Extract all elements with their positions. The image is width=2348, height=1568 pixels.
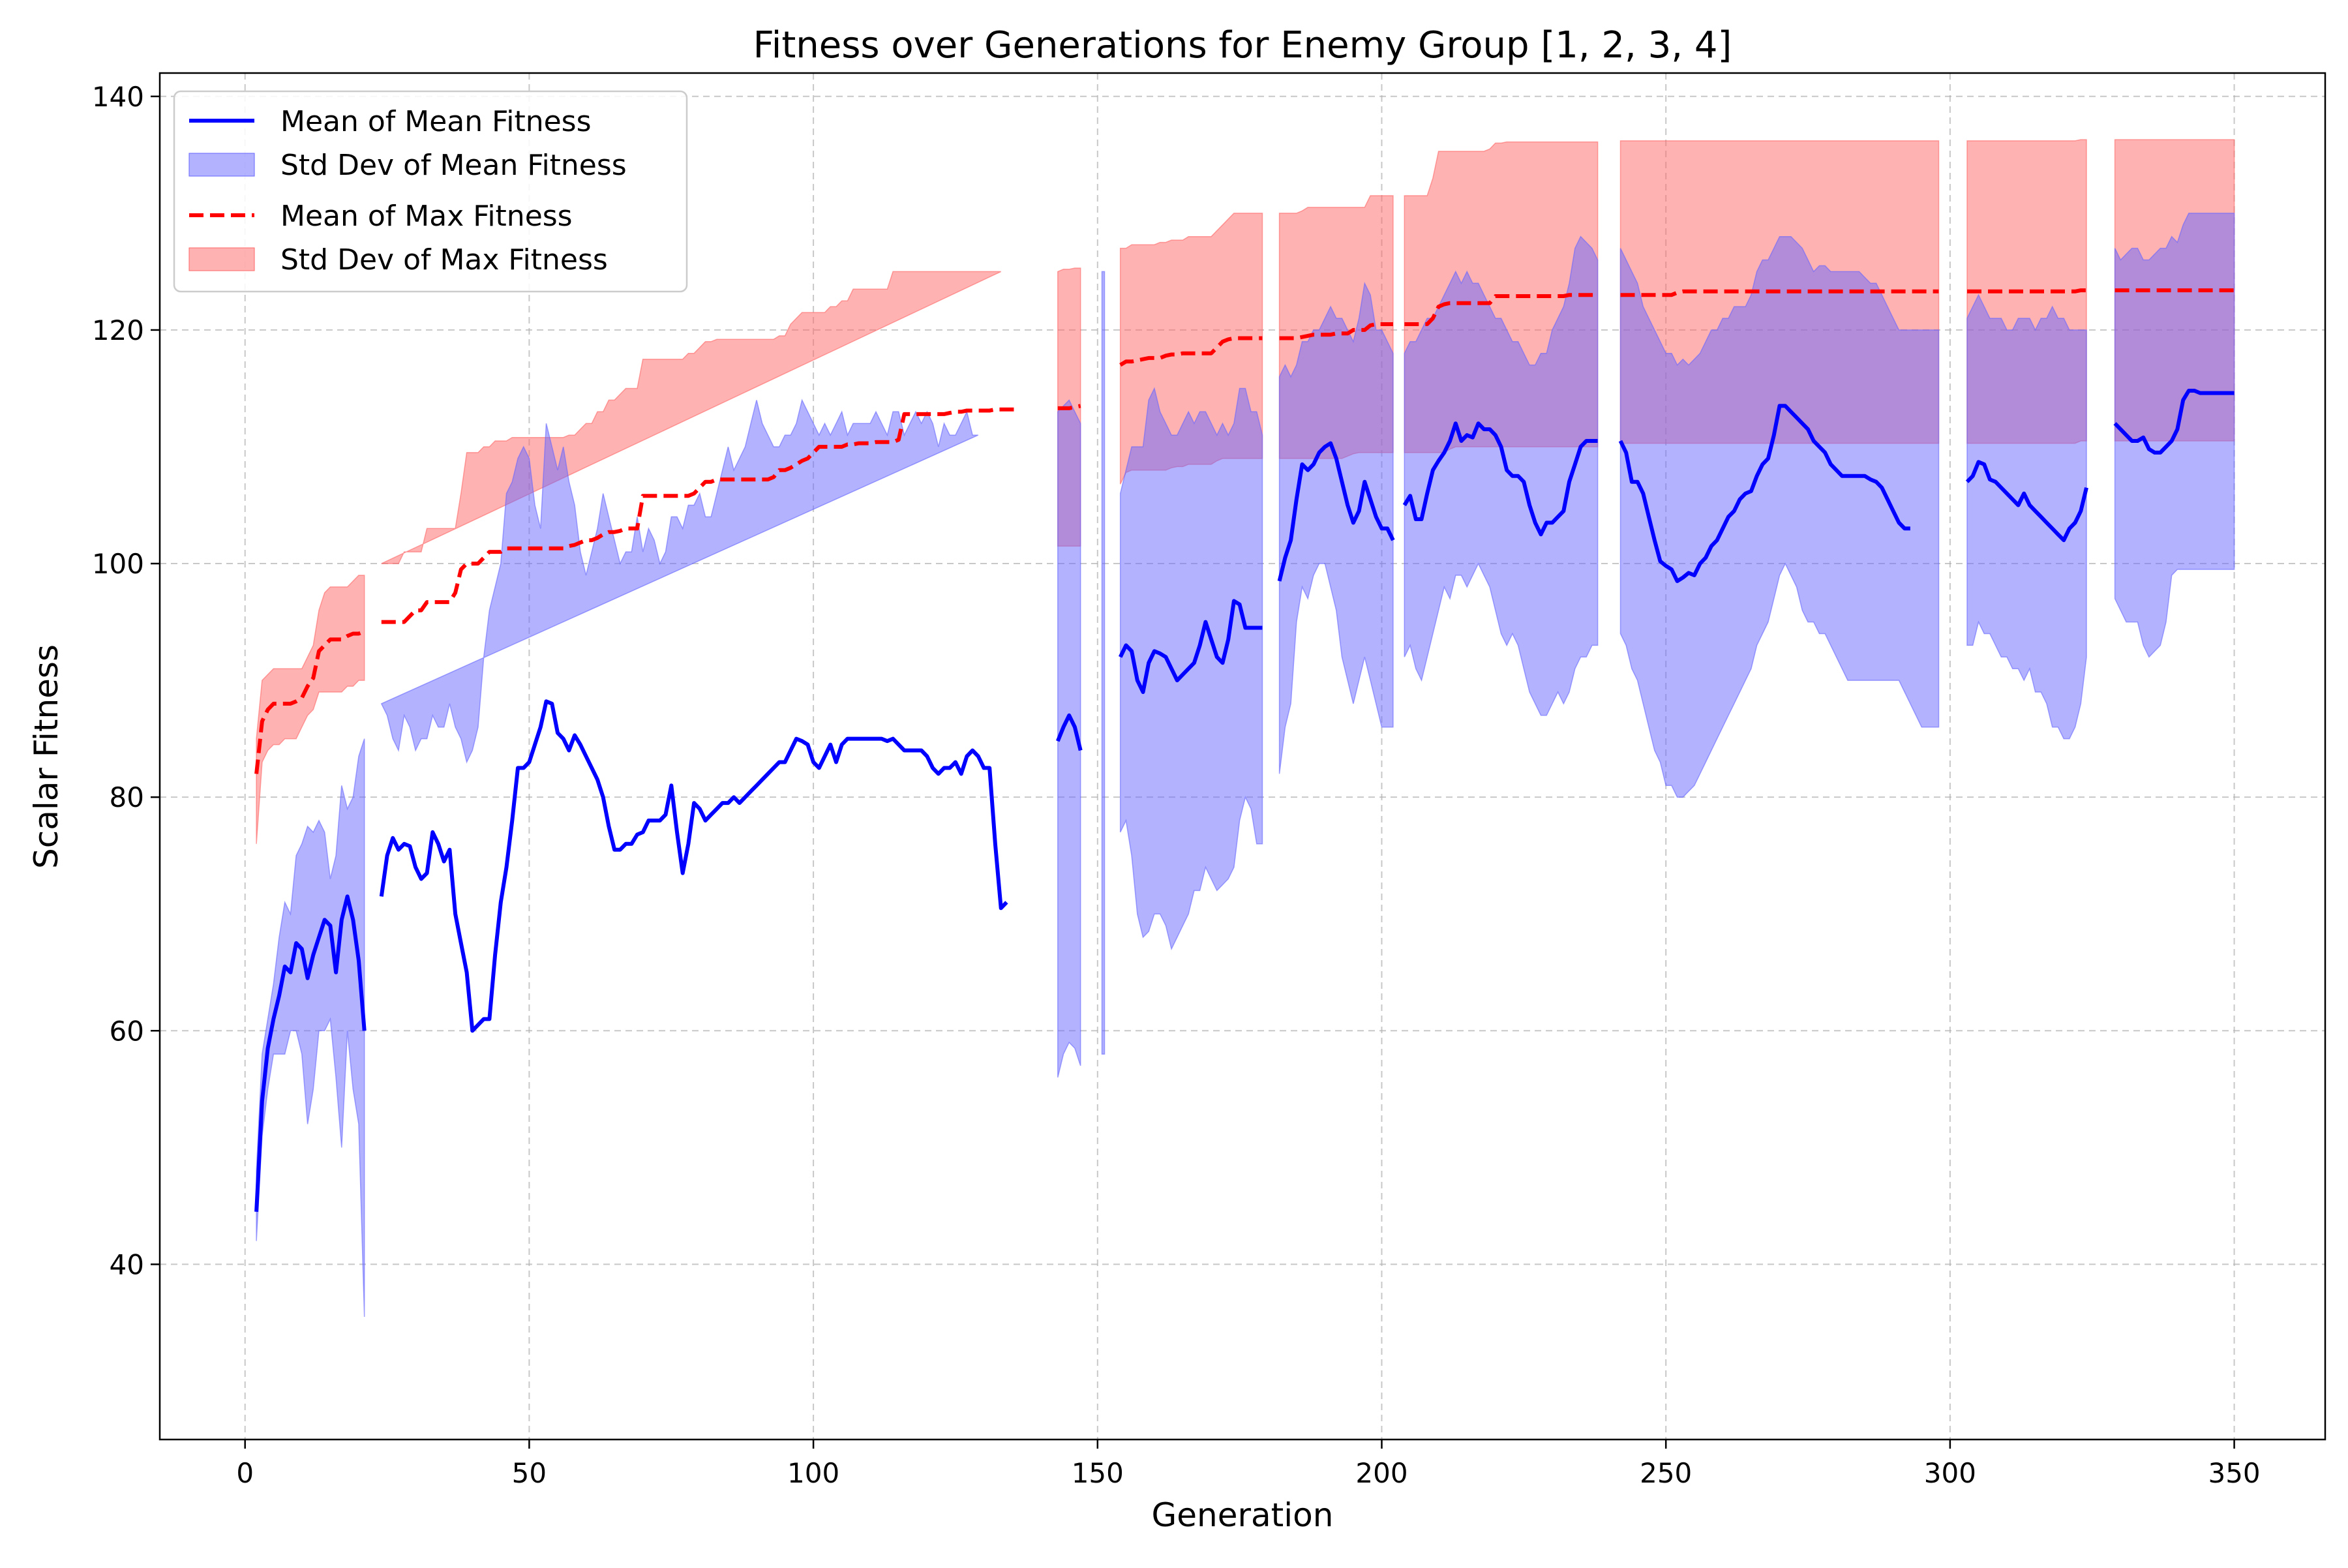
bands bbox=[256, 139, 2235, 1318]
mean-mean-line bbox=[379, 699, 1008, 1033]
std-mean-band bbox=[1119, 387, 1263, 951]
std-max-band bbox=[256, 575, 365, 844]
x-tick-label: 0 bbox=[236, 1457, 254, 1489]
x-tick-label: 350 bbox=[2208, 1457, 2260, 1489]
y-tick-label: 40 bbox=[110, 1248, 144, 1280]
legend-box bbox=[173, 90, 688, 293]
x-tick-label: 100 bbox=[787, 1457, 839, 1489]
y-tick-label: 120 bbox=[92, 314, 144, 346]
lines bbox=[254, 288, 2235, 1212]
plot-frame bbox=[158, 72, 2326, 1441]
legend-swatch-max-band bbox=[188, 247, 255, 271]
x-tick-label: 250 bbox=[1640, 1457, 1692, 1489]
legend: Mean of Mean Fitness Std Dev of Mean Fit… bbox=[173, 90, 688, 293]
mean-mean-line bbox=[1618, 404, 1910, 583]
mean-max-line bbox=[1119, 336, 1263, 367]
y-tick-label: 80 bbox=[110, 781, 144, 813]
std-max-band bbox=[381, 271, 1002, 564]
x-tick-label: 50 bbox=[512, 1457, 547, 1489]
mean-mean-line bbox=[254, 894, 367, 1212]
mean-max-line bbox=[1404, 293, 1598, 326]
mean-mean-line bbox=[1056, 713, 1083, 751]
mean-mean-line bbox=[1965, 460, 2088, 543]
mean-max-line bbox=[1620, 289, 1939, 297]
y-tick-label: 100 bbox=[92, 548, 144, 580]
legend-swatch-mean-band bbox=[188, 153, 255, 177]
std-mean-band bbox=[1404, 235, 1599, 716]
x-tick-label: 150 bbox=[1072, 1457, 1124, 1489]
legend-label-max-band: Std Dev of Max Fitness bbox=[280, 243, 608, 277]
mean-mean-line bbox=[1402, 421, 1598, 537]
mean-mean-line bbox=[2113, 389, 2235, 455]
std-mean-band bbox=[380, 399, 979, 764]
std-mean-band bbox=[1619, 235, 1940, 798]
legend-label-mean-line: Mean of Mean Fitness bbox=[280, 105, 592, 138]
mean-max-line bbox=[1057, 404, 1081, 410]
legend-label-max-line: Mean of Max Fitness bbox=[280, 200, 573, 233]
std-mean-band bbox=[1966, 294, 2087, 740]
std-mean-band bbox=[1278, 281, 1394, 774]
x-tick-label: 300 bbox=[1924, 1457, 1976, 1489]
x-tick-label: 200 bbox=[1355, 1457, 1407, 1489]
mean-max-line bbox=[254, 629, 365, 774]
axis-ticks: 0 50 100 150 200 250 300 350 40 60 80 100 120 140 bbox=[92, 81, 2261, 1489]
mean-mean-line bbox=[1119, 599, 1263, 694]
legend-label-mean-band: Std Dev of Mean Fitness bbox=[280, 149, 627, 182]
std-mean-band bbox=[256, 738, 365, 1318]
mean-mean-line bbox=[1277, 441, 1395, 582]
y-tick-label: 60 bbox=[110, 1015, 144, 1047]
x-axis-label: Generation bbox=[1152, 1496, 1334, 1534]
chart-title: Fitness over Generations for Enemy Group… bbox=[753, 24, 1732, 67]
std-mean-band bbox=[1057, 399, 1081, 1078]
y-axis-label: Scalar Fitness bbox=[27, 644, 65, 869]
std-mean-band bbox=[1101, 271, 1106, 1055]
y-tick-label: 140 bbox=[92, 81, 144, 113]
